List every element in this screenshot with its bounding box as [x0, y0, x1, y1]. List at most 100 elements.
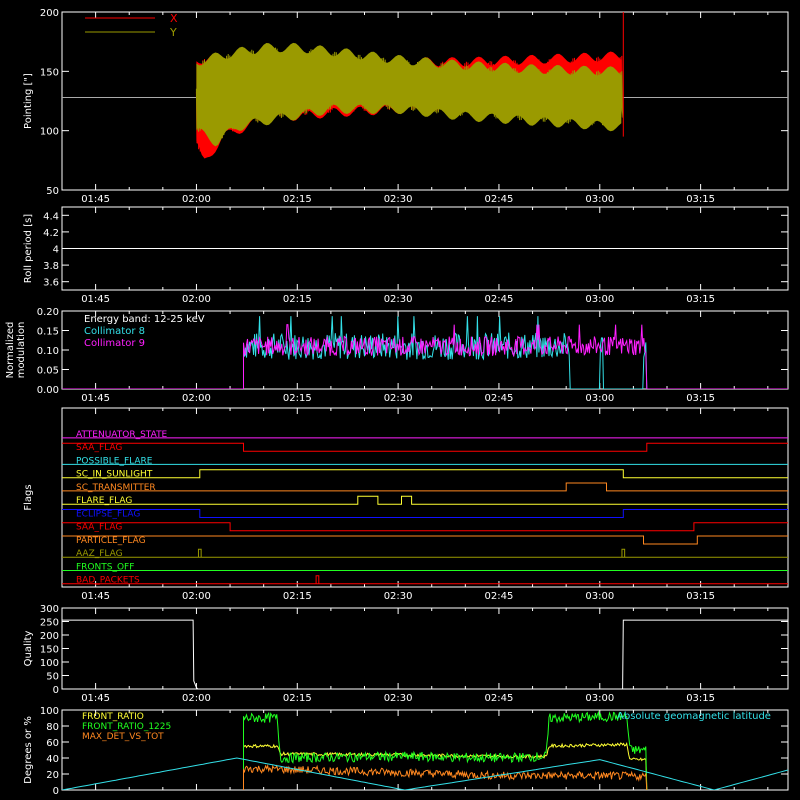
- y-tick-label: 40: [46, 754, 59, 765]
- flag-label: SAA_FLAG: [76, 443, 122, 453]
- legend-label: FRONT_RATIO_1225: [82, 722, 171, 732]
- flag-label: PARTICLE_FLAG: [76, 536, 146, 546]
- ratio-series-4: [62, 757, 788, 790]
- x-tick-label: 02:45: [485, 693, 514, 704]
- x-tick-label: 02:15: [283, 294, 312, 305]
- x-tick-label: 03:15: [686, 591, 715, 602]
- flag-line: [62, 442, 788, 452]
- flag-label: ATTENUATOR_STATE: [76, 430, 168, 440]
- flag-spike: [197, 548, 202, 558]
- flag-line: [62, 495, 788, 505]
- y-tick-label: 80: [46, 722, 59, 733]
- y-axis-label: Normalized: [5, 322, 16, 379]
- y-tick-label: 50: [46, 186, 59, 197]
- x-tick-label: 01:45: [81, 194, 110, 205]
- x-tick-label: 02:15: [283, 591, 312, 602]
- ratio-series-2: [243, 710, 648, 790]
- x-tick-label: 03:15: [686, 294, 715, 305]
- x-tick-label: 03:15: [686, 194, 715, 205]
- x-tick-label: 02:45: [485, 591, 514, 602]
- x-tick-label: 02:30: [384, 194, 413, 205]
- y-tick-label: 250: [40, 618, 59, 629]
- y-axis-label: Flags: [23, 484, 34, 510]
- x-tick-label: 02:00: [182, 294, 211, 305]
- x-tick-label: 02:30: [384, 591, 413, 602]
- flag-label: SAA_FLAG: [76, 523, 122, 533]
- y-tick-label: 200: [40, 631, 59, 642]
- x-tick-label: 02:30: [384, 693, 413, 704]
- y-tick-label: 0.20: [37, 307, 59, 318]
- x-tick-label: 02:30: [384, 294, 413, 305]
- y-tick-label: 0.15: [37, 327, 59, 338]
- y-tick-label: 4.2: [43, 228, 59, 239]
- x-tick-label: 02:00: [182, 591, 211, 602]
- x-tick-label: 01:45: [81, 693, 110, 704]
- series-envelope-Y: [196, 42, 622, 147]
- flag-line: [62, 522, 788, 532]
- legend-label: Collimator 9: [84, 338, 145, 349]
- panel-6: 0 20 40 60 80 100 Degrees or % FRONT_RATIOFRONT…: [23, 706, 789, 797]
- y-tick-label: 0.05: [37, 366, 59, 377]
- y-tick-label: 0: [53, 685, 59, 696]
- flag-line: [62, 482, 788, 492]
- ratio-series-1: [243, 742, 648, 790]
- panel-5: 01:45 02:00 02:15 02:30 02:45 03:00 03:15 0 50 10…: [23, 604, 789, 704]
- y-tick-label: 200: [40, 8, 59, 19]
- flag-spike: [621, 548, 626, 558]
- y-tick-label: 300: [40, 604, 59, 615]
- y-tick-label: 20: [46, 770, 59, 781]
- x-tick-label: 03:15: [686, 693, 715, 704]
- plot-area: [62, 437, 788, 585]
- modulation-series-1: [62, 316, 788, 389]
- flag-label: AAZ_FLAG: [76, 549, 123, 559]
- legend-label: X: [170, 12, 178, 25]
- flag-label: SC_TRANSMITTER: [76, 483, 156, 493]
- legend-label: FRONT_RATIO: [82, 712, 144, 722]
- energy-band-annotation: Energy band: 12-25 keV: [84, 314, 205, 325]
- x-tick-label: 02:15: [283, 693, 312, 704]
- x-tick-label: 02:00: [182, 194, 211, 205]
- flag-label: BAD_PACKETS: [76, 576, 140, 586]
- x-tick-label: 02:30: [384, 393, 413, 404]
- x-tick-label: 02:45: [485, 294, 514, 305]
- y-tick-label: 4.4: [43, 211, 59, 222]
- x-tick-label: 03:00: [585, 294, 614, 305]
- x-tick-label: 03:00: [585, 693, 614, 704]
- x-tick-label: 03:15: [686, 393, 715, 404]
- x-tick-label: 02:15: [283, 194, 312, 205]
- flag-line: [62, 535, 788, 545]
- y-tick-label: 0: [53, 786, 59, 797]
- panel-1: 01:45 02:00 02:15 02:30 02:45 03:00 03:15 50 100…: [23, 8, 789, 205]
- y-tick-label: 0.00: [37, 385, 59, 396]
- y-axis-label: Quality: [23, 631, 34, 667]
- x-tick-label: 03:00: [585, 591, 614, 602]
- plot-area: [62, 12, 788, 159]
- legend-label: Y: [169, 26, 177, 39]
- y-tick-label: 0.10: [37, 346, 59, 357]
- flag-line: [62, 469, 788, 479]
- y-axis-label: Pointing ["]: [23, 73, 34, 129]
- flag-label: FRONTS_OFF: [76, 562, 134, 572]
- y-tick-label: 50: [46, 672, 59, 683]
- y-tick-label: 4: [53, 245, 59, 256]
- y-tick-label: 150: [40, 645, 59, 656]
- panel-frame: [61, 709, 789, 791]
- y-tick-label: 100: [40, 127, 59, 138]
- panel-frame: [61, 407, 789, 588]
- x-tick-label: 02:15: [283, 393, 312, 404]
- x-tick-label: 02:00: [182, 393, 211, 404]
- y-axis-label: Degrees or %: [23, 716, 34, 784]
- panel-2: 01:45 02:00 02:15 02:30 02:45 03:00 03:15 3.6 3.…: [23, 206, 789, 305]
- flag-label: SC_IN_SUNLIGHT: [76, 470, 153, 480]
- flag-label: ECLIPSE_FLAG: [76, 509, 140, 519]
- panel-3: 01:45 02:00 02:15 02:30 02:45 03:00 03:15 0.00 0…: [5, 307, 789, 404]
- y-axis-label: Roll period [s]: [23, 214, 34, 283]
- plot-area: [62, 316, 788, 389]
- flag-label: FLARE_FLAG: [76, 496, 132, 506]
- modulation-series-2: [62, 324, 788, 389]
- quality-line: [62, 619, 788, 689]
- y-tick-label: 100: [40, 658, 59, 669]
- y-axis-label: modulation: [16, 322, 27, 379]
- latitude-annotation: Absolute geomagnetic latitude: [617, 711, 771, 722]
